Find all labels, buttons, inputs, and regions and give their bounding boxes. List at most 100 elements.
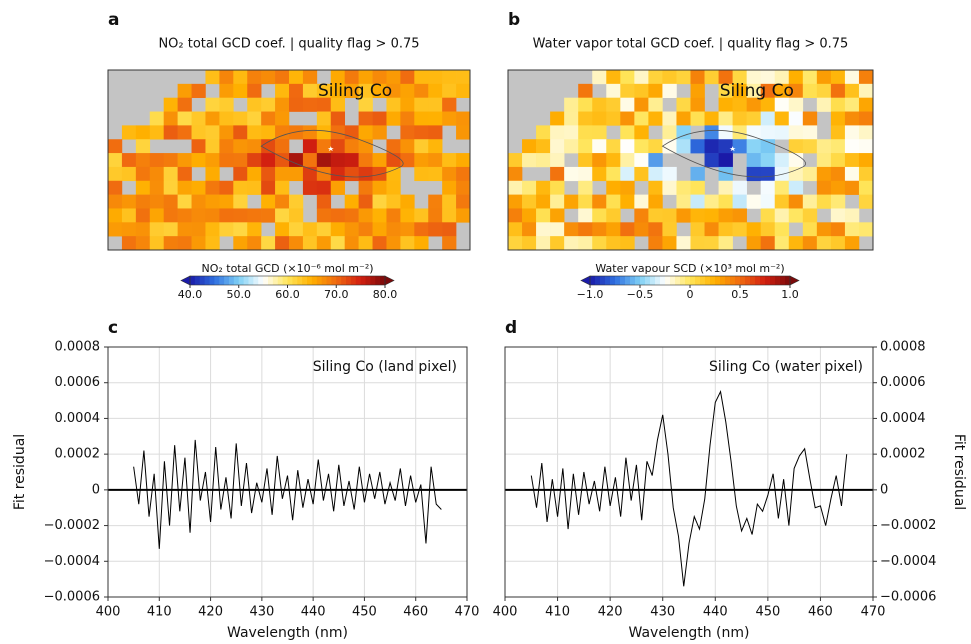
map-cell (508, 180, 523, 195)
map-cell (578, 208, 593, 223)
map-cell (400, 222, 415, 237)
x-tick-label: 400 (96, 605, 121, 620)
map-cell (732, 125, 747, 140)
colorbar-segment (316, 276, 323, 285)
map-cell (372, 236, 387, 251)
map-cell (662, 180, 677, 195)
map-cell (275, 111, 290, 126)
map-cell (620, 111, 635, 126)
map-cell (205, 153, 220, 168)
map-cell (219, 97, 234, 112)
map-cell (816, 222, 832, 237)
map-cell (690, 194, 705, 209)
colorbar-segment (199, 276, 206, 285)
colorbar-segment (311, 276, 318, 285)
map-cell (522, 139, 537, 154)
map-cell (620, 180, 635, 195)
colorbar-tick-label: 0 (687, 288, 694, 301)
map-cell (149, 194, 164, 209)
map-cell (522, 194, 537, 209)
map-cell (358, 97, 373, 112)
map-cell (247, 222, 262, 237)
map-cell (858, 139, 874, 154)
map-cell (662, 208, 677, 223)
map-cell (149, 166, 164, 182)
map-cell (358, 139, 373, 154)
map-cell (442, 194, 457, 209)
map-cell (414, 166, 429, 182)
map-cell (746, 222, 761, 237)
y-tick-label: 0 (880, 482, 888, 497)
colorbar-end (180, 275, 191, 286)
map-cell (135, 180, 151, 195)
colorbar-segment (258, 276, 264, 285)
map-frame (507, 69, 874, 251)
map-cell (550, 139, 565, 154)
map-cell (760, 70, 776, 85)
map-cell (121, 236, 137, 251)
map-cell (578, 153, 593, 168)
map-cell (746, 125, 761, 140)
colorbar-segment (695, 276, 701, 285)
map-cell (858, 153, 874, 168)
map-cell (121, 208, 137, 223)
map-cell (205, 236, 220, 251)
map-cell (648, 180, 663, 195)
map-cell (522, 236, 537, 251)
map-cell (648, 111, 663, 126)
map-cell (760, 194, 776, 209)
map-cell (372, 70, 387, 85)
map-cell (550, 208, 565, 223)
map-cell (344, 70, 359, 85)
map-cell (536, 180, 551, 195)
map-cell (816, 166, 832, 182)
map-cell (830, 180, 846, 195)
place-label: Siling Co (720, 81, 794, 101)
map-cell (536, 139, 551, 154)
map-cell (536, 153, 551, 168)
map-cell (648, 70, 663, 85)
map-cell (802, 83, 818, 98)
map-cell (718, 236, 733, 251)
map-cell (676, 70, 691, 85)
map-cell (108, 180, 123, 195)
map-cell (774, 194, 790, 209)
map-cell (788, 180, 804, 195)
map-cell (302, 153, 318, 168)
colorbar-segment (675, 276, 681, 285)
colorbar-end (580, 275, 591, 286)
map-cell (690, 236, 705, 251)
map-cell (718, 97, 733, 112)
map-cell (261, 208, 276, 223)
map-cell (400, 194, 415, 209)
map-cell (219, 153, 234, 168)
map-cell (536, 125, 551, 140)
map-cell (191, 125, 206, 140)
map-cell (564, 111, 579, 126)
map-cell (564, 125, 579, 140)
map-cell (620, 222, 635, 237)
map-cell (634, 194, 649, 209)
map-cell (442, 236, 457, 251)
map-cell (774, 125, 790, 140)
map-cell (135, 166, 151, 182)
map-cell (275, 70, 290, 85)
map-cell (578, 97, 593, 112)
x-tick-label: 430 (249, 605, 274, 620)
map-cell (830, 139, 846, 154)
map-cell (344, 125, 359, 140)
map-cell (844, 166, 860, 182)
map-cell (302, 83, 318, 98)
map-cell (648, 139, 663, 154)
map-cell (219, 70, 234, 85)
map-cell (746, 83, 761, 98)
map-cell (592, 153, 607, 168)
map-cell (163, 111, 178, 126)
map-cell (858, 166, 874, 182)
map-cell (620, 166, 635, 182)
map-cell (508, 222, 523, 237)
map-cell (135, 153, 151, 168)
map-cell (746, 236, 761, 251)
colorbar-segment (229, 276, 235, 285)
map-cell (330, 180, 345, 195)
